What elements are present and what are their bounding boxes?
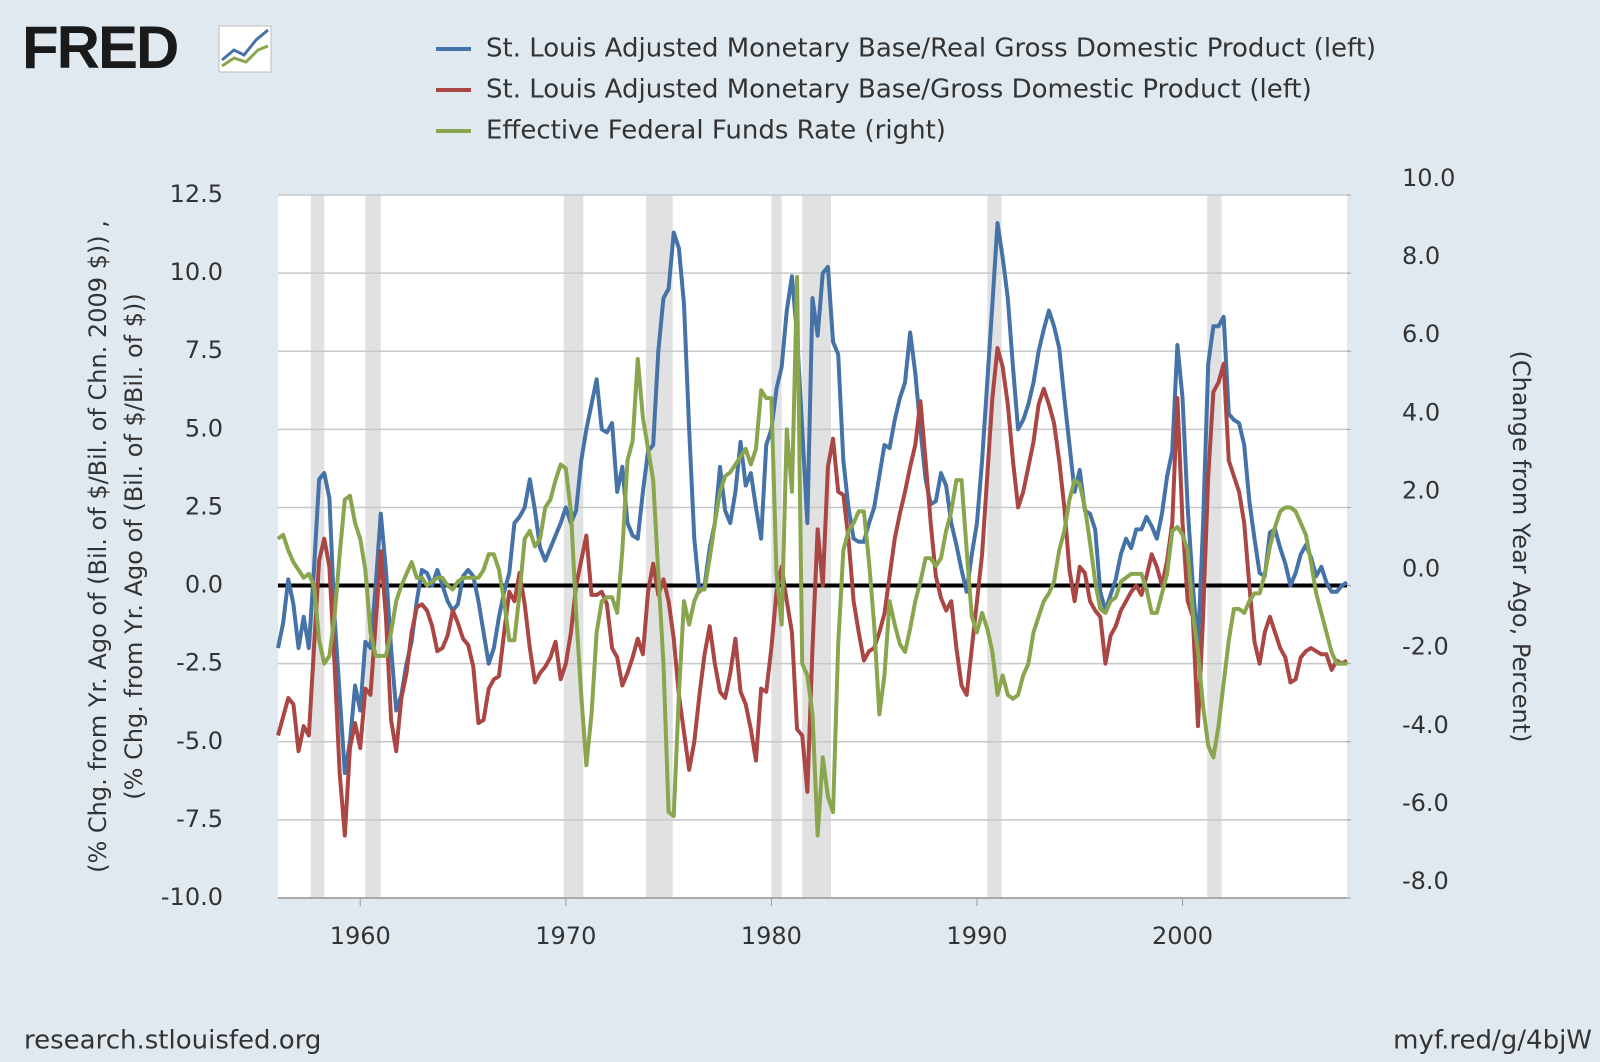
source: research.stlouisfed.org [24,1026,321,1056]
y-tick-label: -2.5 [176,649,223,677]
series-line [276,221,1349,776]
logo-icon [218,25,272,73]
y-tick-label: 7.5 [185,336,223,364]
y2-tick-label: -4.0 [1402,711,1449,739]
recession-band [310,195,325,898]
y2-tick-label: 10.0 [1402,164,1455,192]
y-tick-label: 5.0 [185,414,223,442]
y-tick-label: -7.5 [176,805,223,833]
y-tick-label: -10.0 [161,883,223,911]
y2-tick-label: 6.0 [1402,320,1440,348]
legend-label: Effective Federal Funds Rate (right) [486,116,946,146]
y2-tick-label: 4.0 [1402,398,1440,426]
legend-label: St. Louis Adjusted Monetary Base/Gross D… [486,75,1312,105]
y2-tick-label: 8.0 [1402,242,1440,270]
y-tick-label: 2.5 [185,492,223,520]
y-axis-title: (% Chg. from Yr. Ago of (Bil. of $/Bil. … [84,220,112,873]
y2-axis-title: (Change from Year Ago, Percent) [1507,350,1535,742]
y2-tick-label: -6.0 [1402,789,1449,817]
y2-tick-label: 0.0 [1402,555,1440,583]
y2-tick-label: 2.0 [1402,476,1440,504]
y2-tick-label: -2.0 [1402,633,1449,661]
x-tick-label: 1970 [535,922,596,950]
y2-tick-label: -8.0 [1402,867,1449,895]
recession-band [987,195,1002,898]
x-tick-label: 2000 [1152,922,1213,950]
short-link: myf.red/g/4bjW [1393,1026,1592,1056]
x-tick-label: 1980 [741,922,802,950]
y-axis-title: (% Chg. from Yr. Ago of (Bil. of $/Bil. … [120,293,148,799]
y-tick-label: 10.0 [170,258,223,286]
y-tick-label: 0.0 [185,571,223,599]
series-line [276,275,1347,838]
x-tick-label: 1960 [330,922,391,950]
y-tick-label: -5.0 [176,727,223,755]
y-tick-label: 12.5 [170,180,223,208]
recession-band [1207,195,1222,898]
logo: FRED [22,14,177,81]
x-tick-label: 1990 [946,922,1007,950]
recession-band [365,195,381,898]
legend-label: St. Louis Adjusted Monetary Base/Real Gr… [486,34,1376,64]
